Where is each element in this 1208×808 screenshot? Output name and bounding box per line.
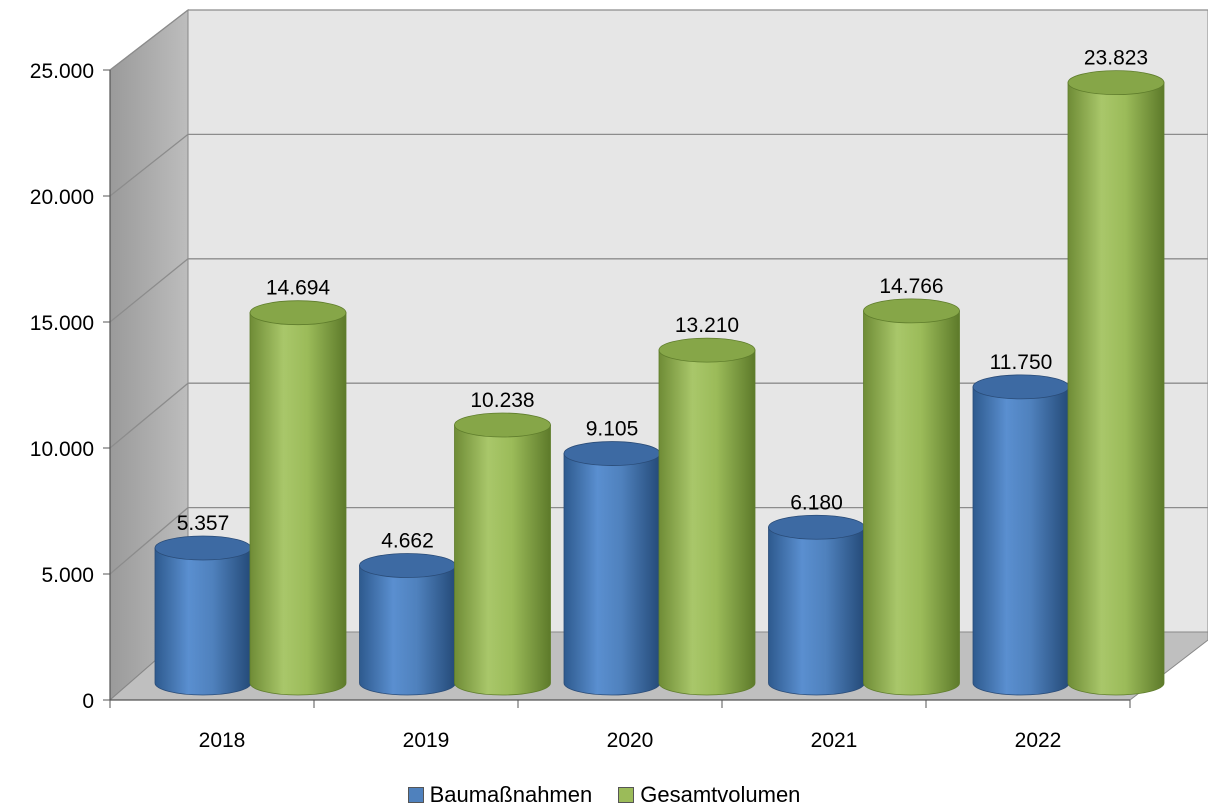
- y-tick-label: 10.000: [30, 438, 94, 461]
- data-label: 13.210: [675, 314, 739, 337]
- gridline-side: [109, 382, 189, 449]
- data-label: 14.694: [266, 277, 331, 300]
- x-tick-label: 2022: [1015, 729, 1062, 752]
- x-tick-label: 2019: [403, 729, 450, 752]
- bar: [454, 412, 551, 696]
- y-tick-label: 5.000: [41, 564, 94, 587]
- data-label: 9.105: [586, 418, 639, 441]
- gridline-side: [109, 9, 189, 71]
- bar: [658, 337, 756, 696]
- gridline-side: [109, 258, 189, 323]
- data-label: 10.238: [470, 389, 534, 412]
- data-label: 11.750: [990, 351, 1053, 374]
- bar: [563, 441, 661, 696]
- bar: [1067, 70, 1165, 696]
- x-tick-label: 2021: [811, 729, 858, 752]
- legend-swatch-blue: [407, 787, 424, 803]
- data-label: 5.357: [177, 512, 230, 535]
- data-labels: 5.357 14.694 4.662 10.238 9.105 13.210 6.180 14…: [177, 47, 1148, 553]
- x-tick-label: 2020: [607, 729, 654, 752]
- bar: [359, 553, 456, 696]
- legend: Baumaßnahmen Gesamtvolumen: [0, 782, 1208, 808]
- y-tick-label: 15.000: [30, 312, 94, 335]
- gridline-side: [109, 507, 189, 575]
- bar: [972, 374, 1070, 696]
- data-label: 4.662: [381, 530, 434, 553]
- bar: [863, 298, 960, 696]
- y-tick-label: 25.000: [30, 60, 94, 83]
- legend-item-baumassnahmen: Baumaßnahmen: [407, 782, 593, 808]
- data-label: 23.823: [1084, 47, 1148, 70]
- data-label: 14.766: [879, 275, 943, 298]
- y-tick-label: 0: [82, 690, 94, 713]
- axes: 0 5.000 10.000 15.000 20.000 25.000 2018 2019 20…: [30, 60, 1131, 752]
- x-tick-label: 2018: [199, 729, 246, 752]
- bar: [249, 300, 347, 696]
- bar: [154, 535, 252, 696]
- legend-swatch-green: [618, 787, 635, 803]
- legend-item-gesamtvolumen: Gesamtvolumen: [618, 782, 800, 808]
- bar: [768, 514, 865, 696]
- legend-label: Gesamtvolumen: [640, 782, 801, 807]
- data-label: 6.180: [790, 491, 843, 514]
- y-tick-label: 20.000: [30, 186, 94, 209]
- gridline-side: [109, 133, 189, 197]
- legend-label: Baumaßnahmen: [429, 782, 593, 807]
- bars: [154, 70, 1165, 696]
